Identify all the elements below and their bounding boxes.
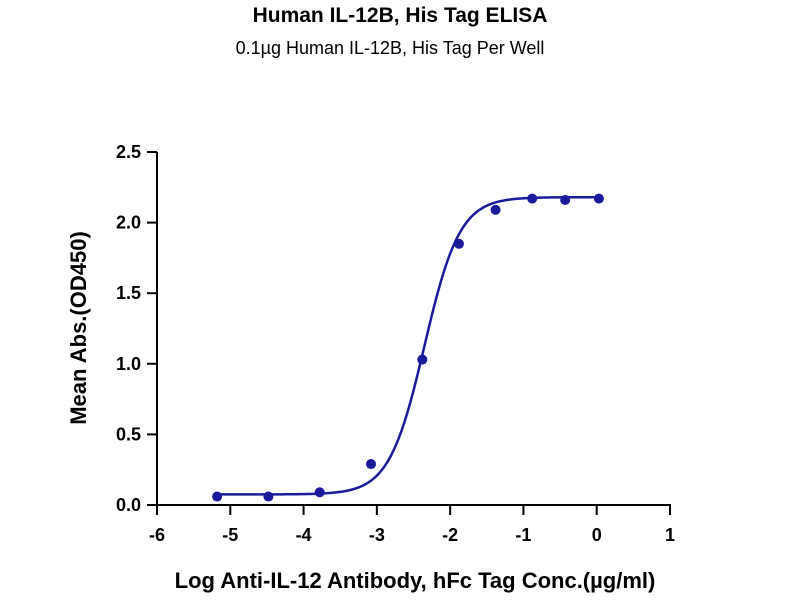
data-point: [490, 204, 501, 215]
y-tick-label: 2.5: [116, 142, 141, 162]
y-tick-label: 1.5: [116, 283, 141, 303]
chart-title: Human IL-12B, His Tag ELISA: [252, 4, 548, 27]
y-tick-label: 2.0: [116, 213, 141, 233]
x-tick-label: -5: [222, 525, 238, 545]
axes: -6 -5 -4 -3 -2 -1 0 1 0.0 0.5 1.0 1.5 2.0 2.5: [116, 142, 675, 545]
chart-subtitle: 0.1µg Human IL-12B, His Tag Per Well: [235, 38, 545, 58]
y-tick-label: 0.5: [116, 424, 141, 444]
data-point: [314, 487, 325, 498]
y-tick-label: 0.0: [116, 495, 141, 515]
y-tick-label: 1.0: [116, 354, 141, 374]
x-tick-label: -1: [515, 525, 531, 545]
data-point: [560, 195, 571, 206]
x-tick-label: -3: [369, 525, 385, 545]
x-tick-label: -6: [149, 525, 165, 545]
x-axis-title: Log Anti-IL-12 Antibody, hFc Tag Conc.(µ…: [175, 568, 656, 593]
data-point: [263, 491, 274, 502]
data-point: [365, 459, 376, 470]
y-axis-title: Mean Abs.(OD450): [66, 231, 91, 425]
data-point: [212, 491, 223, 502]
fit-curve-layer: [217, 195, 599, 496]
data-point: [527, 193, 538, 204]
data-points-layer: [212, 193, 604, 502]
data-point: [593, 193, 604, 204]
data-point: [417, 354, 428, 365]
data-point: [453, 238, 464, 249]
x-tick-label: 1: [665, 525, 675, 545]
x-tick-label: -2: [442, 525, 458, 545]
x-tick-label: -4: [296, 525, 312, 545]
x-tick-label: 0: [592, 525, 602, 545]
fit-curve: [217, 195, 599, 496]
